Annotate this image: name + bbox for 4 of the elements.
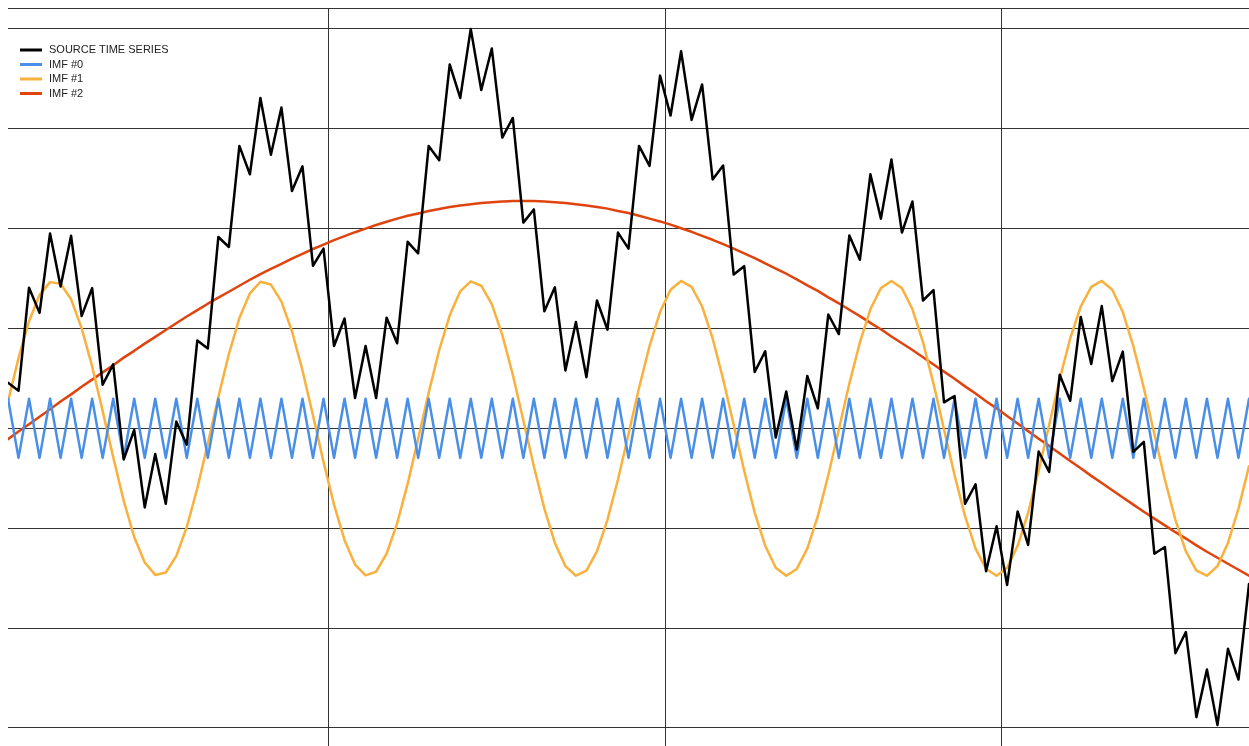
legend-label: IMF #1 — [49, 72, 84, 85]
legend-label: IMF #0 — [49, 57, 84, 70]
legend-label: SOURCE TIME SERIES — [49, 43, 169, 56]
legend-label: IMF #2 — [49, 86, 84, 99]
